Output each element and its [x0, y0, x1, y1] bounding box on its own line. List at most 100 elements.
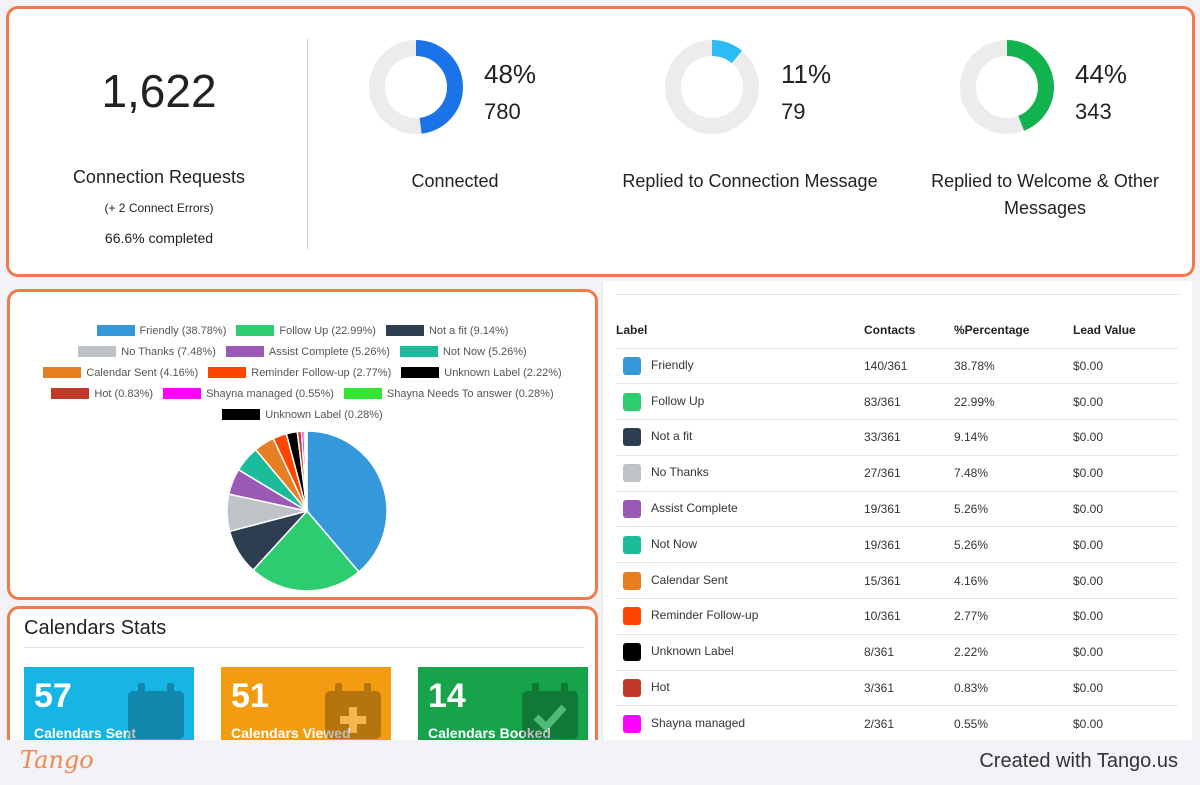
replied-connection-percent: 11%	[781, 59, 832, 89]
legend-label: Not Now (5.26%)	[442, 345, 527, 358]
cell-percentage: 5.26%	[954, 526, 1073, 563]
table-row: Follow Up 83/361 22.99% $0.00	[616, 383, 1178, 420]
legend-item[interactable]: Reminder Follow-up (2.77%)	[208, 367, 391, 379]
calendars-sent-label: Calendars Sent	[34, 725, 136, 741]
legend-item[interactable]: Unknown Label (2.22%)	[401, 366, 562, 379]
legend-label: Friendly (38.78%)	[139, 324, 227, 337]
tango-footer: Tango Created with Tango.us	[0, 740, 1200, 785]
legend-label: No Thanks (7.48%)	[121, 345, 216, 358]
cell-contacts: 15/361	[864, 562, 954, 599]
label-name: Not a fit	[651, 429, 693, 444]
connected-count: 780	[484, 99, 521, 124]
calendar-check-icon	[522, 683, 578, 739]
calendar-icon	[128, 683, 184, 739]
table-header-row: Label Contacts %Percentage Lead Value	[616, 312, 1178, 348]
completion-percent: 66.6% completed	[104, 230, 214, 246]
legend-swatch	[343, 388, 382, 399]
replied-welcome-donut	[960, 40, 1054, 134]
legend-item[interactable]: No Thanks (7.48%)	[78, 346, 216, 358]
connected-donut	[369, 40, 463, 134]
legend-swatch	[222, 409, 261, 420]
cell-percentage: 38.78%	[954, 347, 1073, 384]
cell-label: Not Now	[616, 526, 864, 563]
cell-percentage: 7.48%	[954, 454, 1073, 492]
cell-label: Follow Up	[616, 383, 864, 420]
table-row: Not Now 19/361 5.26% $0.00	[616, 526, 1178, 563]
replied-connection-label: Replied to Connection Message	[622, 171, 878, 191]
calendars-sent-count: 57	[34, 677, 72, 715]
tango-credit[interactable]: Created with Tango.us	[979, 750, 1178, 772]
label-name: Assist Complete	[651, 501, 738, 516]
cell-contacts: 3/361	[864, 669, 954, 706]
legend-item[interactable]: Follow Up (22.99%)	[236, 325, 376, 337]
label-name: Unknown Label	[651, 644, 734, 659]
legend-item[interactable]: Hot (0.83%)	[51, 388, 153, 400]
label-name: Reminder Follow-up	[651, 608, 759, 623]
pie-slice-follow-up[interactable]	[252, 509, 360, 592]
legend-item[interactable]: Not a fit (9.14%)	[385, 325, 508, 337]
calendars-viewed-count: 51	[231, 677, 269, 715]
legend-swatch	[43, 367, 82, 378]
cell-percentage: 2.77%	[954, 598, 1073, 635]
calendars-viewed-card[interactable]: 51 Calendars Viewed	[221, 667, 391, 746]
label-color-swatch	[623, 643, 641, 662]
legend-row: No Thanks (7.48%) Assist Complete (5.26%)…	[10, 341, 595, 362]
legend-item[interactable]: Shayna managed (0.55%)	[163, 388, 334, 400]
calendars-booked-card[interactable]: 14 Calendars Booked	[418, 667, 588, 746]
label-name: No Thanks	[651, 465, 709, 480]
cell-lead-value: $0.00	[1073, 669, 1178, 706]
legend-item[interactable]: Unknown Label (0.28%)	[222, 409, 383, 421]
col-header-contacts[interactable]: Contacts	[864, 322, 916, 337]
table-row: Reminder Follow-up 10/361 2.77% $0.00	[616, 598, 1178, 635]
cell-percentage: 5.26%	[954, 490, 1073, 527]
tango-logo[interactable]: Tango	[20, 746, 94, 774]
calendars-stats-title: Calendars Stats	[24, 617, 167, 639]
cell-contacts: 27/361	[864, 454, 954, 492]
table-row: Shayna managed 2/361 0.55% $0.00	[616, 705, 1178, 741]
cell-contacts: 2/361	[864, 705, 954, 741]
cell-contacts: 83/361	[864, 383, 954, 420]
pie-slice-friendly[interactable]	[306, 430, 388, 573]
label-color-swatch	[623, 356, 641, 375]
cell-contacts: 33/361	[864, 419, 954, 456]
label-color-swatch	[623, 464, 641, 483]
table-row: Hot 3/361 0.83% $0.00	[616, 669, 1178, 706]
col-header-lead-value[interactable]: Lead Value	[1073, 322, 1136, 337]
calendars-viewed-label: Calendars Viewed	[231, 725, 351, 741]
connected-label: Connected	[411, 171, 499, 191]
cell-lead-value: $0.00	[1073, 562, 1178, 599]
legend-label: Unknown Label (2.22%)	[444, 366, 562, 379]
calendar-plus-icon	[325, 683, 381, 739]
label-color-swatch	[623, 500, 641, 519]
calendars-booked-count: 14	[428, 677, 466, 715]
cell-label: Calendar Sent	[616, 562, 864, 599]
table-row: Friendly 140/361 38.78% $0.00	[616, 347, 1178, 384]
legend-item[interactable]: Assist Complete (5.26%)	[225, 345, 390, 358]
legend-item[interactable]: Friendly (38.78%)	[96, 324, 227, 337]
replied-connection-count: 79	[781, 99, 806, 124]
label-table-panel: Label Contacts %Percentage Lead Value Fr…	[602, 281, 1192, 741]
legend-swatch	[225, 346, 264, 357]
legend-swatch	[399, 346, 438, 357]
pie-slice-unknown-label[interactable]	[304, 430, 308, 512]
col-header-label[interactable]: Label	[616, 322, 648, 337]
table-row: Assist Complete 19/361 5.26% $0.00	[616, 490, 1178, 527]
cell-percentage: 0.83%	[954, 669, 1073, 706]
legend-label: Assist Complete (5.26%)	[268, 345, 390, 358]
cell-label: Not a fit	[616, 419, 864, 456]
legend-row: Friendly (38.78%) Follow Up (22.99%) Not a…	[10, 320, 595, 341]
label-color-swatch	[623, 607, 641, 626]
replied-connection-donut	[665, 40, 759, 134]
col-header-percentage[interactable]: %Percentage	[954, 322, 1030, 337]
connected-donut-arc	[369, 40, 463, 134]
replied-connection-donut-arc	[665, 40, 759, 134]
legend-item[interactable]: Not Now (5.26%)	[399, 345, 527, 358]
legend-item[interactable]: Calendar Sent (4.16%)	[43, 367, 198, 379]
cell-contacts: 140/361	[864, 347, 954, 384]
calendars-sent-card[interactable]: 57 Calendars Sent	[24, 667, 194, 746]
legend-label: Follow Up (22.99%)	[279, 324, 376, 337]
cell-label: No Thanks	[616, 454, 864, 492]
calendars-divider	[24, 647, 585, 648]
cell-lead-value: $0.00	[1073, 705, 1178, 741]
legend-item[interactable]: Shayna Needs To answer (0.28%)	[343, 388, 554, 400]
